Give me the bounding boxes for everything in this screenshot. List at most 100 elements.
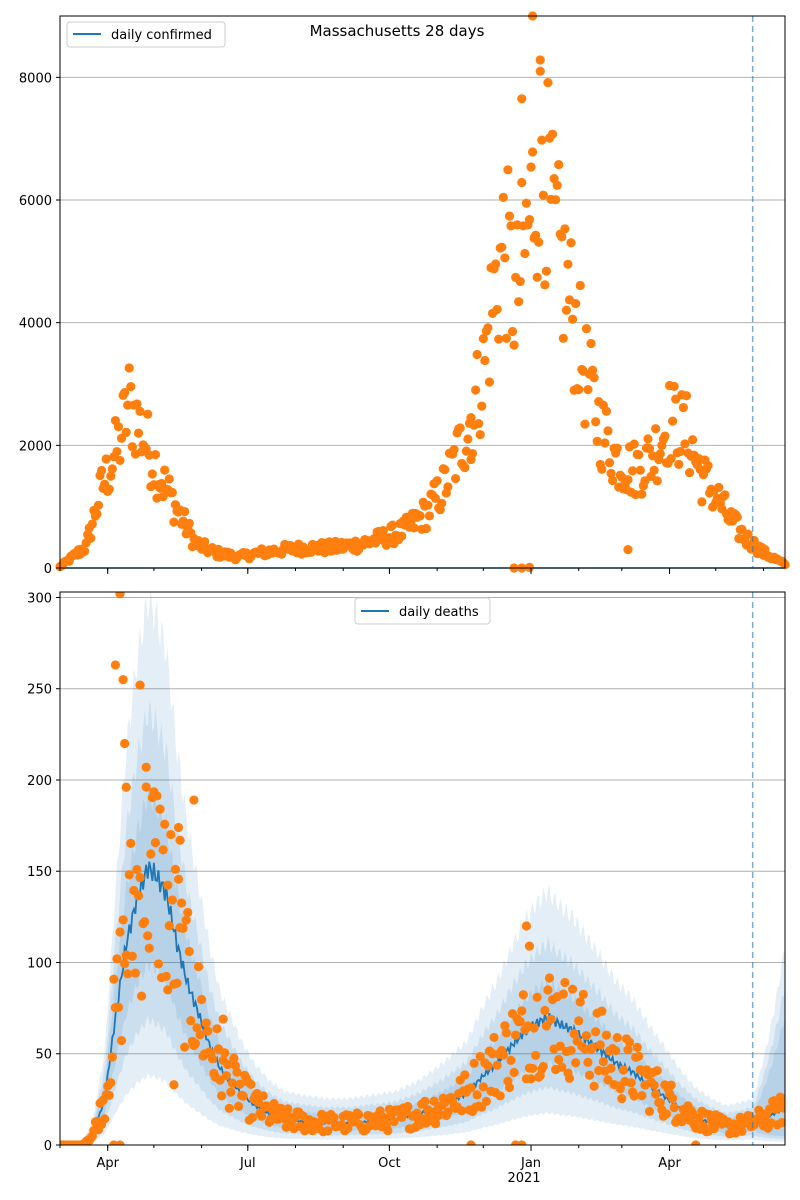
chart-title: Massachusetts 28 days [310, 22, 485, 40]
data-point [546, 1014, 556, 1024]
data-point [681, 391, 692, 401]
data-point [574, 1016, 584, 1026]
data-point [661, 1109, 672, 1119]
data-point [531, 1050, 541, 1061]
x-tick-label: Apr [658, 1156, 681, 1171]
data-point [521, 921, 532, 931]
data-point [135, 406, 145, 417]
data-point [552, 180, 562, 190]
data-point [777, 1118, 785, 1128]
data-point [557, 1062, 567, 1072]
data-point [678, 402, 689, 413]
data-point [601, 1030, 612, 1040]
data-point [603, 426, 613, 436]
data-point [649, 1080, 659, 1090]
data-point [121, 782, 131, 792]
data-point [583, 1057, 593, 1067]
data-point [449, 445, 459, 455]
confirmed-legend-label: daily confirmed [111, 28, 212, 43]
data-point [606, 1063, 616, 1074]
data-point [561, 305, 572, 315]
data-point [423, 500, 433, 510]
data-point [343, 1123, 353, 1133]
data-point [541, 266, 552, 276]
data-point [113, 422, 124, 432]
data-point [112, 446, 122, 457]
data-point [170, 864, 181, 874]
data-point [115, 1140, 125, 1145]
data-point [608, 475, 618, 486]
data-point [524, 215, 535, 225]
data-point [180, 506, 190, 517]
data-point [160, 819, 170, 829]
data-point [140, 917, 150, 927]
data-point [141, 762, 151, 772]
data-point [87, 519, 97, 529]
data-point [420, 1096, 430, 1106]
data-point [517, 1006, 527, 1016]
data-point [558, 333, 568, 343]
data-point [517, 177, 527, 188]
data-point [635, 465, 645, 475]
data-point [481, 1096, 491, 1106]
data-point [409, 523, 419, 533]
data-point [233, 1101, 244, 1111]
data-point [92, 509, 102, 519]
uncertainty-band [60, 782, 785, 1145]
data-point [540, 280, 550, 290]
data-point [737, 1126, 747, 1136]
data-point [440, 465, 450, 475]
data-point [560, 224, 570, 234]
data-point [193, 962, 204, 972]
x-tick-label: Jan [520, 1156, 541, 1171]
data-point [575, 280, 585, 291]
data-point [160, 465, 170, 475]
data-point [167, 487, 177, 498]
data-point [126, 838, 136, 848]
data-point [421, 523, 431, 534]
y-tick-label: 0 [44, 1139, 52, 1154]
data-point [150, 450, 161, 460]
data-point [163, 985, 173, 995]
data-point [526, 162, 536, 172]
data-point [517, 94, 527, 104]
data-point [173, 822, 184, 833]
deaths-legend-box [354, 597, 491, 625]
data-point [534, 237, 544, 247]
data-point [166, 829, 176, 840]
data-point [669, 1102, 679, 1113]
data-point [775, 1092, 785, 1102]
data-point [601, 406, 612, 416]
data-point [186, 1016, 196, 1026]
data-point [666, 1080, 676, 1090]
data-point [127, 442, 137, 452]
data-point [571, 298, 581, 309]
deaths-dots [60, 592, 785, 1145]
data-point [484, 377, 495, 387]
data-point [112, 954, 122, 964]
data-point [141, 782, 151, 792]
data-point [626, 1078, 636, 1088]
data-point [668, 416, 678, 426]
data-point [578, 989, 588, 999]
data-point [184, 518, 194, 529]
data-point [221, 1071, 231, 1081]
data-point [201, 1018, 211, 1028]
data-point [183, 907, 193, 918]
data-point [632, 1042, 642, 1052]
data-point [564, 1073, 575, 1084]
data-point [703, 460, 713, 471]
data-point [109, 974, 119, 984]
data-point [574, 384, 584, 395]
data-point [460, 1070, 470, 1080]
data-point [124, 870, 134, 880]
deaths-legend-label: daily deaths [399, 605, 479, 620]
data-point [688, 1108, 698, 1118]
data-point [589, 373, 599, 383]
data-point [180, 1042, 190, 1052]
data-point [223, 1059, 233, 1070]
data-point [471, 385, 481, 395]
